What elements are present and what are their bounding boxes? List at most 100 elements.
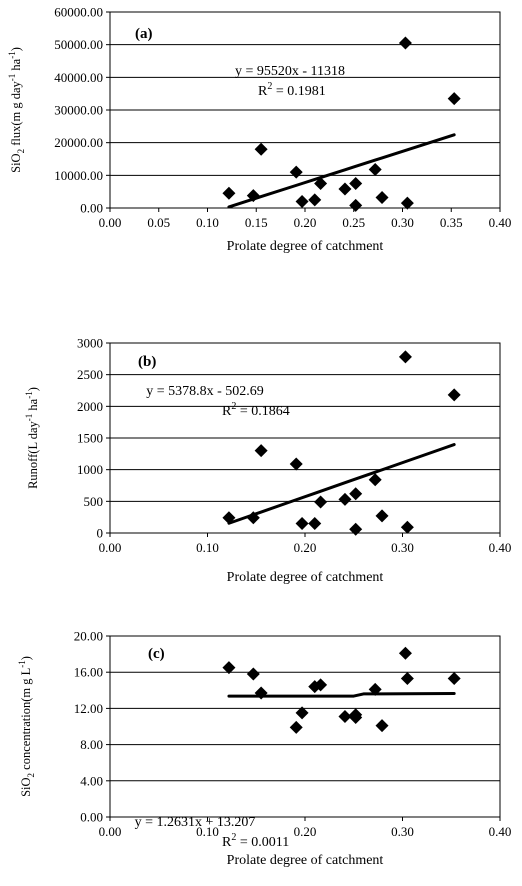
data-point: [222, 661, 236, 675]
y-tick-label: 40000.00: [54, 70, 103, 85]
data-point: [314, 177, 328, 190]
x-tick-label: 0.15: [245, 215, 268, 230]
data-point: [368, 473, 382, 487]
data-point: [375, 509, 389, 523]
y-tick-label: 0.00: [80, 810, 103, 825]
y-axis-label: Runoff(L day-1 ha-1): [24, 387, 40, 489]
data-point: [246, 189, 260, 203]
chart-c-svg: 0.00 4.00 8.00 12.00 16.00 20.00 0.00 0.10 0.20 0…: [17, 629, 512, 869]
data-point: [222, 511, 236, 525]
y-tick-label: 20000.00: [54, 135, 103, 150]
data-point: [375, 719, 389, 733]
data-point: [400, 196, 414, 210]
data-point: [349, 522, 363, 536]
y-tick-label: 1000: [77, 462, 103, 477]
x-tick-label: 0.10: [196, 824, 219, 839]
x-tick-label: 0.20: [294, 824, 317, 839]
x-tick-label: 0.00: [99, 215, 122, 230]
y-axis-label: SiO2 flux(m g day-1 ha-1): [7, 47, 26, 173]
data-point: [338, 182, 352, 196]
data-point: [368, 162, 382, 176]
x-tick-label: 0.05: [147, 215, 170, 230]
data-point: [349, 177, 363, 190]
x-axis-label: Prolate degree of catchment: [227, 570, 384, 585]
data-point: [254, 142, 268, 156]
y-tick-label: 20.00: [74, 629, 103, 644]
data-point: [254, 444, 268, 458]
data-point: [447, 672, 461, 686]
r-squared-label: R2 = 0.1864: [222, 401, 290, 419]
data-point: [308, 193, 322, 207]
panel-label: (c): [148, 646, 165, 662]
x-tick-label: 0.30: [391, 540, 414, 555]
data-point: [295, 517, 309, 530]
x-tick-label: 0.35: [440, 215, 463, 230]
data-point: [349, 708, 363, 722]
data-point: [400, 672, 414, 686]
panel-label: (b): [138, 354, 156, 370]
y-tick-label: 0.00: [80, 201, 103, 216]
plot-area-frame: [109, 635, 501, 818]
y-tick-label: 2500: [77, 367, 103, 382]
r-squared-label: R2 = 0.0011: [222, 832, 289, 850]
data-point: [289, 165, 303, 179]
x-tick-label: 0.40: [489, 824, 512, 839]
data-point: [400, 520, 414, 534]
data-point: [289, 720, 303, 734]
x-tick-label: 0.30: [391, 824, 414, 839]
plot-area-frame: [109, 342, 501, 534]
y-tick-label: 500: [84, 494, 104, 509]
data-point: [254, 686, 268, 700]
x-tick-label: 0.30: [391, 215, 414, 230]
data-point: [375, 191, 389, 205]
data-point: [222, 186, 236, 200]
x-tick-label: 0.40: [489, 215, 512, 230]
y-tick-label: 12.00: [74, 701, 103, 716]
data-point: [338, 492, 352, 506]
x-tick-label: 0.00: [99, 824, 122, 839]
y-tick-label: 4.00: [80, 773, 103, 788]
plot-area-frame: [109, 11, 501, 209]
chart-c: 0.00 4.00 8.00 12.00 16.00 20.00 0.00 0.10 0.20 0…: [0, 605, 522, 886]
chart-a: 0.00 10000.00 20000.00 30000.00 40000.00 5000…: [0, 0, 522, 275]
data-point: [349, 487, 363, 501]
y-tick-label: 16.00: [74, 665, 103, 680]
data-point: [289, 457, 303, 471]
y-tick-label: 10000.00: [54, 168, 103, 183]
data-point: [398, 646, 412, 660]
data-point: [338, 710, 352, 724]
trend-equation: y = 95520x - 11318: [235, 64, 345, 79]
trend-line: [227, 443, 456, 525]
data-point: [349, 198, 363, 212]
x-tick-label: 0.25: [342, 215, 365, 230]
panel-label: (a): [135, 26, 153, 42]
y-tick-label: 2000: [77, 399, 103, 414]
chart-b: 0 500 1000 1500 2000 2500 3000 0.00 0.10 0.20 0.30…: [0, 300, 522, 605]
data-point: [368, 682, 382, 696]
data-point: [308, 680, 322, 694]
y-tick-label: 8.00: [80, 737, 103, 752]
chart-a-svg: 0.00 10000.00 20000.00 30000.00 40000.00 5000…: [7, 5, 512, 255]
data-point: [246, 667, 260, 681]
data-point: [398, 36, 412, 50]
r-squared-label: R2 = 0.1981: [258, 81, 326, 99]
y-tick-label: 30000.00: [54, 103, 103, 118]
data-point: [447, 92, 461, 106]
x-tick-label: 0.20: [294, 215, 317, 230]
y-tick-label: 50000.00: [54, 37, 103, 52]
y-tick-label: 3000: [77, 336, 103, 351]
x-axis-label: Prolate degree of catchment: [227, 853, 384, 868]
data-point: [246, 511, 260, 525]
data-point: [295, 706, 309, 720]
data-point: [308, 517, 322, 530]
trend-equation: y = 1.2631x + 13.207: [135, 815, 256, 830]
trend-line: [227, 691, 456, 698]
x-tick-label: 0.20: [294, 540, 317, 555]
x-tick-label: 0.00: [99, 540, 122, 555]
trend-equation: y = 5378.8x - 502.69: [146, 384, 264, 399]
y-axis-label: SiO2 concentration(m g L-1): [17, 656, 36, 797]
data-point: [398, 350, 412, 364]
data-point: [314, 495, 328, 509]
trend-line: [227, 133, 456, 209]
x-axis-label: Prolate degree of catchment: [227, 239, 384, 254]
